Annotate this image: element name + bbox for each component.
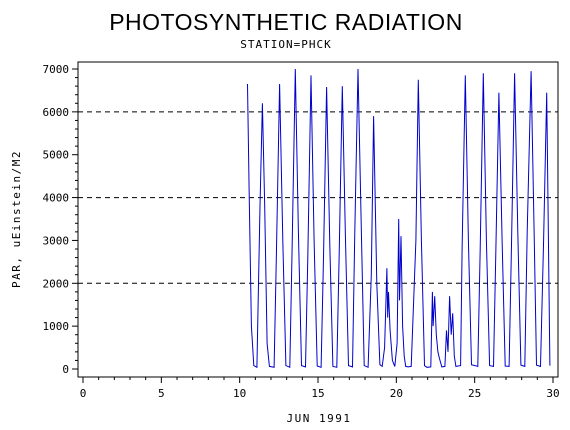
y-tick-label: 6000: [43, 106, 70, 119]
x-tick-label: 20: [390, 387, 403, 400]
x-tick-label: 30: [546, 387, 559, 400]
x-axis-label: JUN 1991: [287, 412, 352, 425]
y-tick-label: 2000: [43, 277, 70, 290]
y-tick-label: 1000: [43, 320, 70, 333]
x-axis: 0 5 10 15 20 25 30: [80, 377, 560, 400]
chart-title: PHOTOSYNTHETIC RADIATION: [109, 9, 463, 35]
x-tick-label: 25: [468, 387, 481, 400]
x-tick-label: 15: [311, 387, 324, 400]
x-tick-label: 5: [158, 387, 165, 400]
y-tick-label: 3000: [43, 234, 70, 247]
x-tick-label: 10: [233, 387, 246, 400]
y-tick-label: 0: [62, 363, 69, 376]
y-tick-label: 5000: [43, 149, 70, 162]
y-tick-label: 4000: [43, 192, 70, 205]
y-tick-label: 7000: [43, 63, 70, 76]
series-line-par: [247, 68, 551, 369]
reference-lines: [78, 111, 558, 284]
y-axis-label: PAR, uEinstein/M2: [10, 150, 23, 288]
chart-subtitle: STATION=PHCK: [240, 38, 331, 51]
x-tick-label: 0: [80, 387, 87, 400]
y-axis: 0 1000 2000 3000 4000 5000 6000 7000: [43, 63, 78, 376]
